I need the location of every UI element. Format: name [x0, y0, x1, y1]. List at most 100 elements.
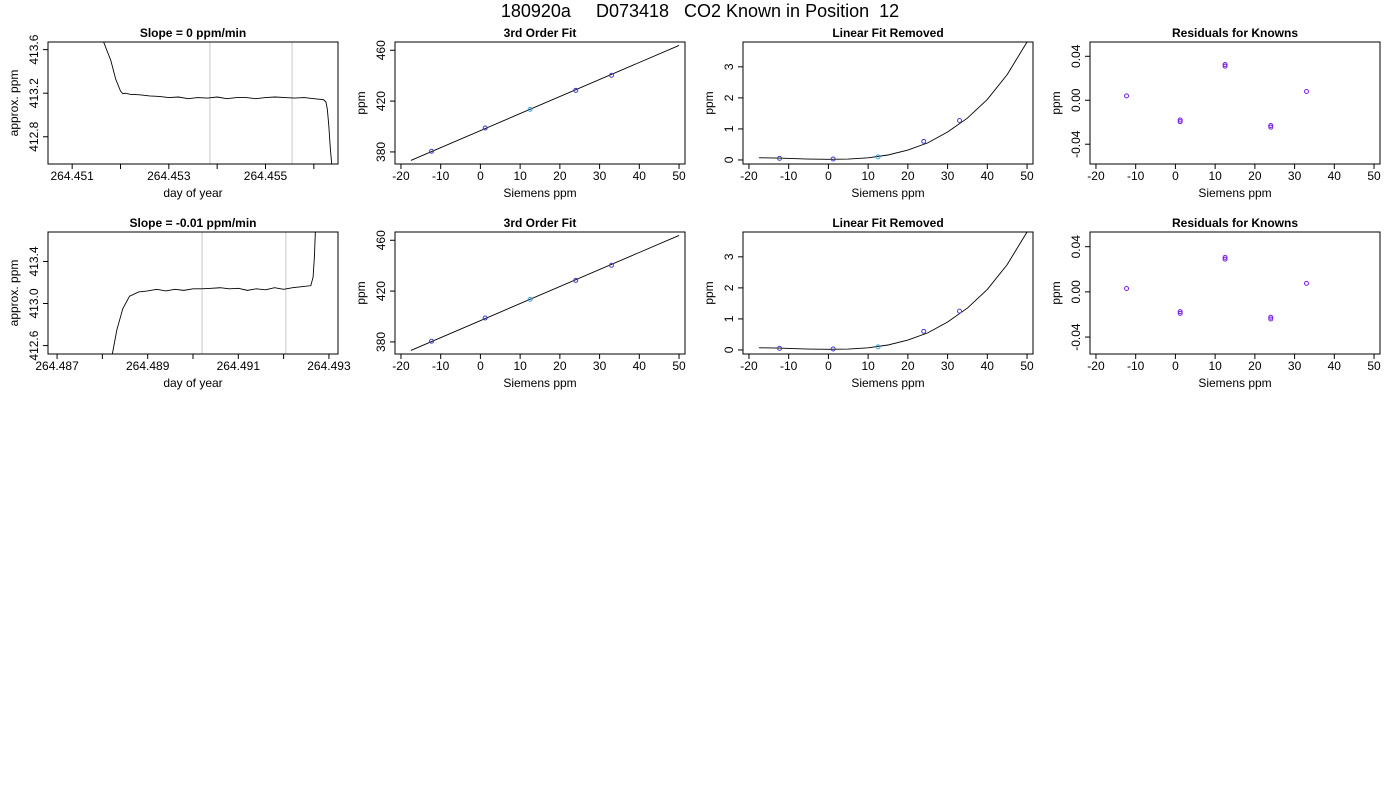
y-axis-label: ppm [354, 281, 368, 304]
x-axis-label: day of year [163, 186, 222, 200]
data-point [609, 262, 615, 268]
x-tick-label: 20 [553, 169, 567, 183]
data-point [1222, 254, 1228, 260]
panel-title: 3rd Order Fit [504, 26, 577, 40]
data-point [1268, 124, 1274, 130]
data-point [957, 308, 963, 314]
y-tick-label: 420 [374, 91, 388, 111]
plot-frame [1089, 231, 1381, 355]
y-tick-label: 1 [722, 125, 736, 132]
data-point [573, 87, 579, 93]
x-tick-label: 10 [1208, 359, 1222, 373]
y-tick-label: 0 [722, 346, 736, 353]
x-tick-label: -10 [780, 169, 798, 183]
x-tick-label: -10 [780, 359, 798, 373]
y-axis-label: ppm [354, 91, 368, 114]
x-tick-label: 30 [1288, 169, 1302, 183]
data-point [482, 315, 488, 321]
plot-frame [742, 231, 1034, 355]
data-point [1177, 309, 1183, 315]
y-axis-label: approx. ppm [7, 260, 21, 327]
data-point [1268, 316, 1274, 322]
x-tick-label: 264.455 [244, 169, 288, 183]
y-tick-label: 2 [722, 94, 736, 101]
x-tick-label: 264.453 [147, 169, 191, 183]
x-tick-label: 50 [1020, 359, 1034, 373]
y-tick-label: 413.4 [27, 246, 41, 276]
y-tick-label: 1 [722, 315, 736, 322]
y-tick-label: 420 [374, 281, 388, 301]
x-tick-label: 0 [477, 359, 484, 373]
x-axis-label: day of year [163, 376, 222, 390]
x-tick-label: 40 [633, 359, 647, 373]
data-point [482, 125, 488, 131]
x-tick-label: 0 [825, 359, 832, 373]
data-point [777, 155, 783, 161]
x-tick-label: 10 [1208, 169, 1222, 183]
x-tick-label: 40 [981, 169, 995, 183]
plot-frame [394, 231, 686, 355]
x-tick-label: 20 [553, 359, 567, 373]
x-tick-label: 20 [901, 359, 915, 373]
x-tick-label: 40 [633, 169, 647, 183]
panel-title: Linear Fit Removed [832, 26, 943, 40]
data-point [1177, 117, 1183, 123]
data-point [1304, 88, 1310, 94]
chart-panel: -20 -10 0 10 20 30 40 50 380 420 460 3rd Order Fit S… [354, 26, 686, 200]
y-axis-label: ppm [702, 91, 716, 114]
data-point [1304, 280, 1310, 286]
panel-title: 3rd Order Fit [504, 216, 577, 230]
panel-title: Residuals for Knowns [1172, 26, 1298, 40]
panel-title: Linear Fit Removed [832, 216, 943, 230]
y-tick-label: 3 [722, 63, 736, 70]
x-tick-label: 264.493 [307, 359, 351, 373]
data-point [921, 138, 927, 144]
chart-panel: -20 -10 0 10 20 30 40 50 0 1 2 3 Linear Fit Removed S… [702, 26, 1034, 200]
x-tick-label: -10 [432, 169, 450, 183]
x-tick-label: 30 [941, 169, 955, 183]
x-tick-label: 10 [861, 359, 875, 373]
x-axis-label: Siemens ppm [1198, 376, 1271, 390]
data-point [1124, 93, 1130, 99]
x-tick-label: -20 [740, 359, 758, 373]
x-tick-label: -20 [740, 169, 758, 183]
x-tick-label: -20 [392, 359, 410, 373]
data-point [1177, 119, 1183, 125]
figure-title: 180920a D073418 CO2 Known in Position 12 [500, 1, 900, 21]
x-tick-label: 30 [593, 359, 607, 373]
data-point [1124, 285, 1130, 291]
series-line [410, 45, 680, 161]
data-point [1222, 63, 1228, 69]
plot-frame [742, 41, 1034, 165]
plot-frame [394, 41, 686, 165]
data-point [527, 106, 533, 112]
data-point [1268, 314, 1274, 320]
data-point [1222, 256, 1228, 262]
data-point [527, 296, 533, 302]
x-axis-label: Siemens ppm [503, 376, 576, 390]
y-tick-label: 460 [374, 40, 388, 60]
y-tick-label: 413.2 [27, 78, 41, 108]
chart-panel: -20 -10 0 10 20 30 40 50 -0.04 0.00 0.04 Residuals … [1049, 216, 1381, 390]
data-point [1222, 62, 1228, 68]
y-tick-label: 380 [374, 142, 388, 162]
chart-panel: 264.451 264.453 264.455 412.8 413.2 413.6 Slop… [7, 26, 339, 200]
x-tick-label: -20 [1087, 359, 1105, 373]
x-tick-label: 20 [901, 169, 915, 183]
x-tick-label: 20 [1248, 169, 1262, 183]
series-line [111, 232, 316, 354]
y-tick-label: 412.8 [27, 121, 41, 151]
y-tick-label: -0.04 [1069, 323, 1083, 351]
data-point [429, 338, 435, 344]
y-tick-label: 2 [722, 284, 736, 291]
x-tick-label: 10 [861, 169, 875, 183]
x-tick-label: 10 [513, 359, 527, 373]
panel-title: Slope = -0.01 ppm/min [129, 216, 256, 230]
data-point [830, 156, 836, 162]
x-tick-label: -20 [392, 169, 410, 183]
y-axis-label: ppm [1049, 281, 1063, 304]
x-axis-label: Siemens ppm [851, 376, 924, 390]
x-tick-label: 40 [981, 359, 995, 373]
data-point [830, 346, 836, 352]
